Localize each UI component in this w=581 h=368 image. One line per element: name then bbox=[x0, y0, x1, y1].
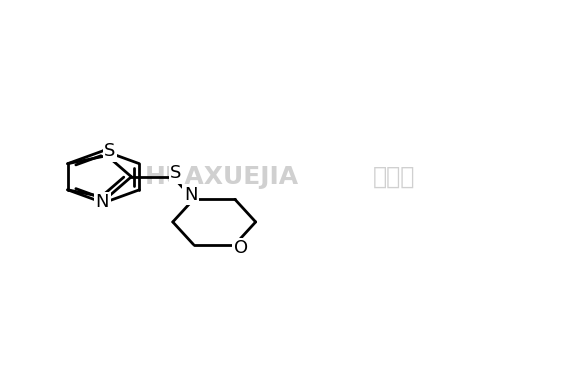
Text: 化学加: 化学加 bbox=[373, 165, 415, 189]
Text: N: N bbox=[184, 186, 198, 204]
Text: N: N bbox=[96, 193, 109, 211]
Text: S: S bbox=[170, 164, 181, 182]
Text: S: S bbox=[104, 142, 116, 160]
Text: HUAXUEJIA: HUAXUEJIA bbox=[145, 165, 299, 189]
Text: O: O bbox=[234, 239, 248, 257]
